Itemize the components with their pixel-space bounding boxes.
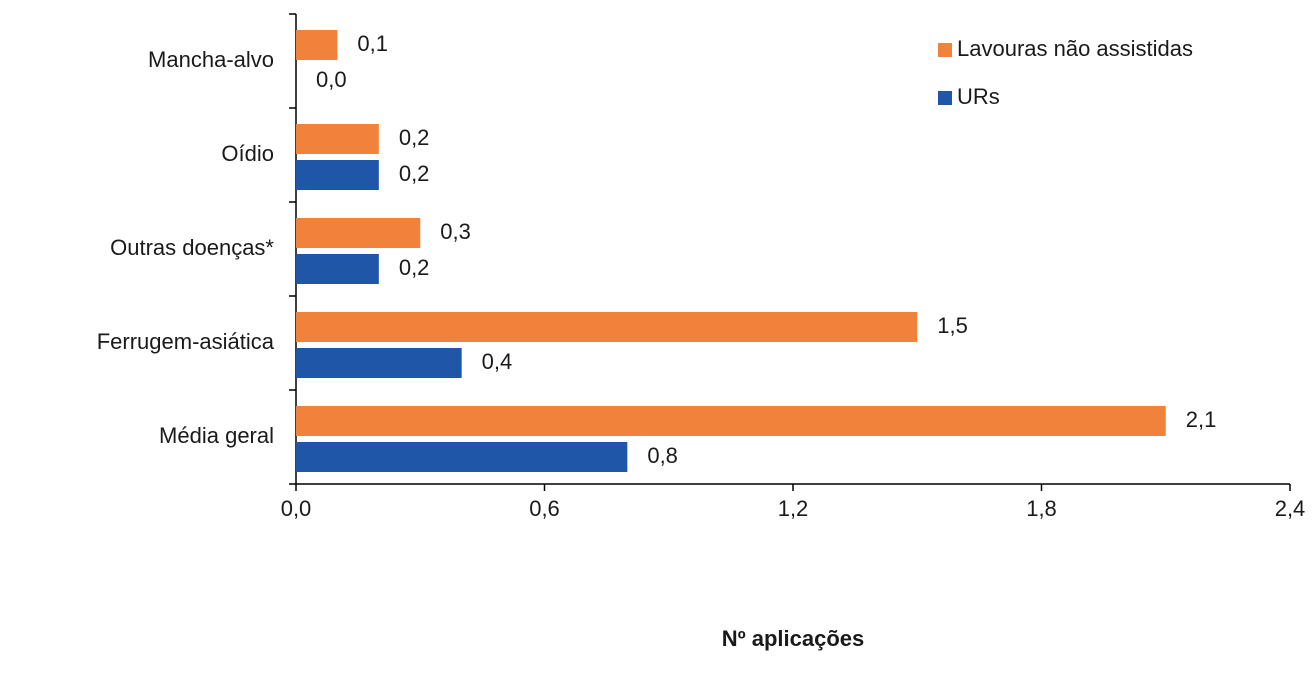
bar	[296, 254, 379, 284]
value-label: 2,1	[1186, 407, 1217, 432]
value-label: 0,4	[482, 349, 513, 374]
x-axis-label: Nº aplicações	[722, 626, 865, 651]
x-tick-label: 1,8	[1026, 496, 1057, 521]
x-tick-label: 2,4	[1275, 496, 1306, 521]
value-label: 0,2	[399, 125, 430, 150]
y-tick-label: Média geral	[159, 423, 274, 448]
value-label: 0,1	[357, 31, 388, 56]
x-tick-label: 0,0	[281, 496, 312, 521]
y-tick-label: Oídio	[221, 141, 274, 166]
x-tick-label: 1,2	[778, 496, 809, 521]
y-tick-label: Ferrugem-asiática	[97, 329, 275, 354]
bar	[296, 124, 379, 154]
bar	[296, 160, 379, 190]
value-label: 0,2	[399, 255, 430, 280]
legend-swatch	[938, 91, 952, 105]
value-label: 0,2	[399, 161, 430, 186]
bar	[296, 218, 421, 248]
legend-label: Lavouras não assistidas	[957, 36, 1193, 61]
value-label: 0,8	[647, 443, 678, 468]
bar	[296, 442, 628, 472]
value-label: 1,5	[937, 313, 968, 338]
value-label: 0,3	[440, 219, 471, 244]
bar	[296, 348, 462, 378]
x-tick-label: 0,6	[529, 496, 560, 521]
legend-label: URs	[957, 84, 1000, 109]
bar	[296, 30, 338, 60]
bar	[296, 406, 1166, 436]
legend-swatch	[938, 43, 952, 57]
value-label: 0,0	[316, 67, 347, 92]
y-tick-label: Mancha-alvo	[148, 47, 274, 72]
bar	[296, 312, 918, 342]
y-tick-label: Outras doenças*	[110, 235, 274, 260]
